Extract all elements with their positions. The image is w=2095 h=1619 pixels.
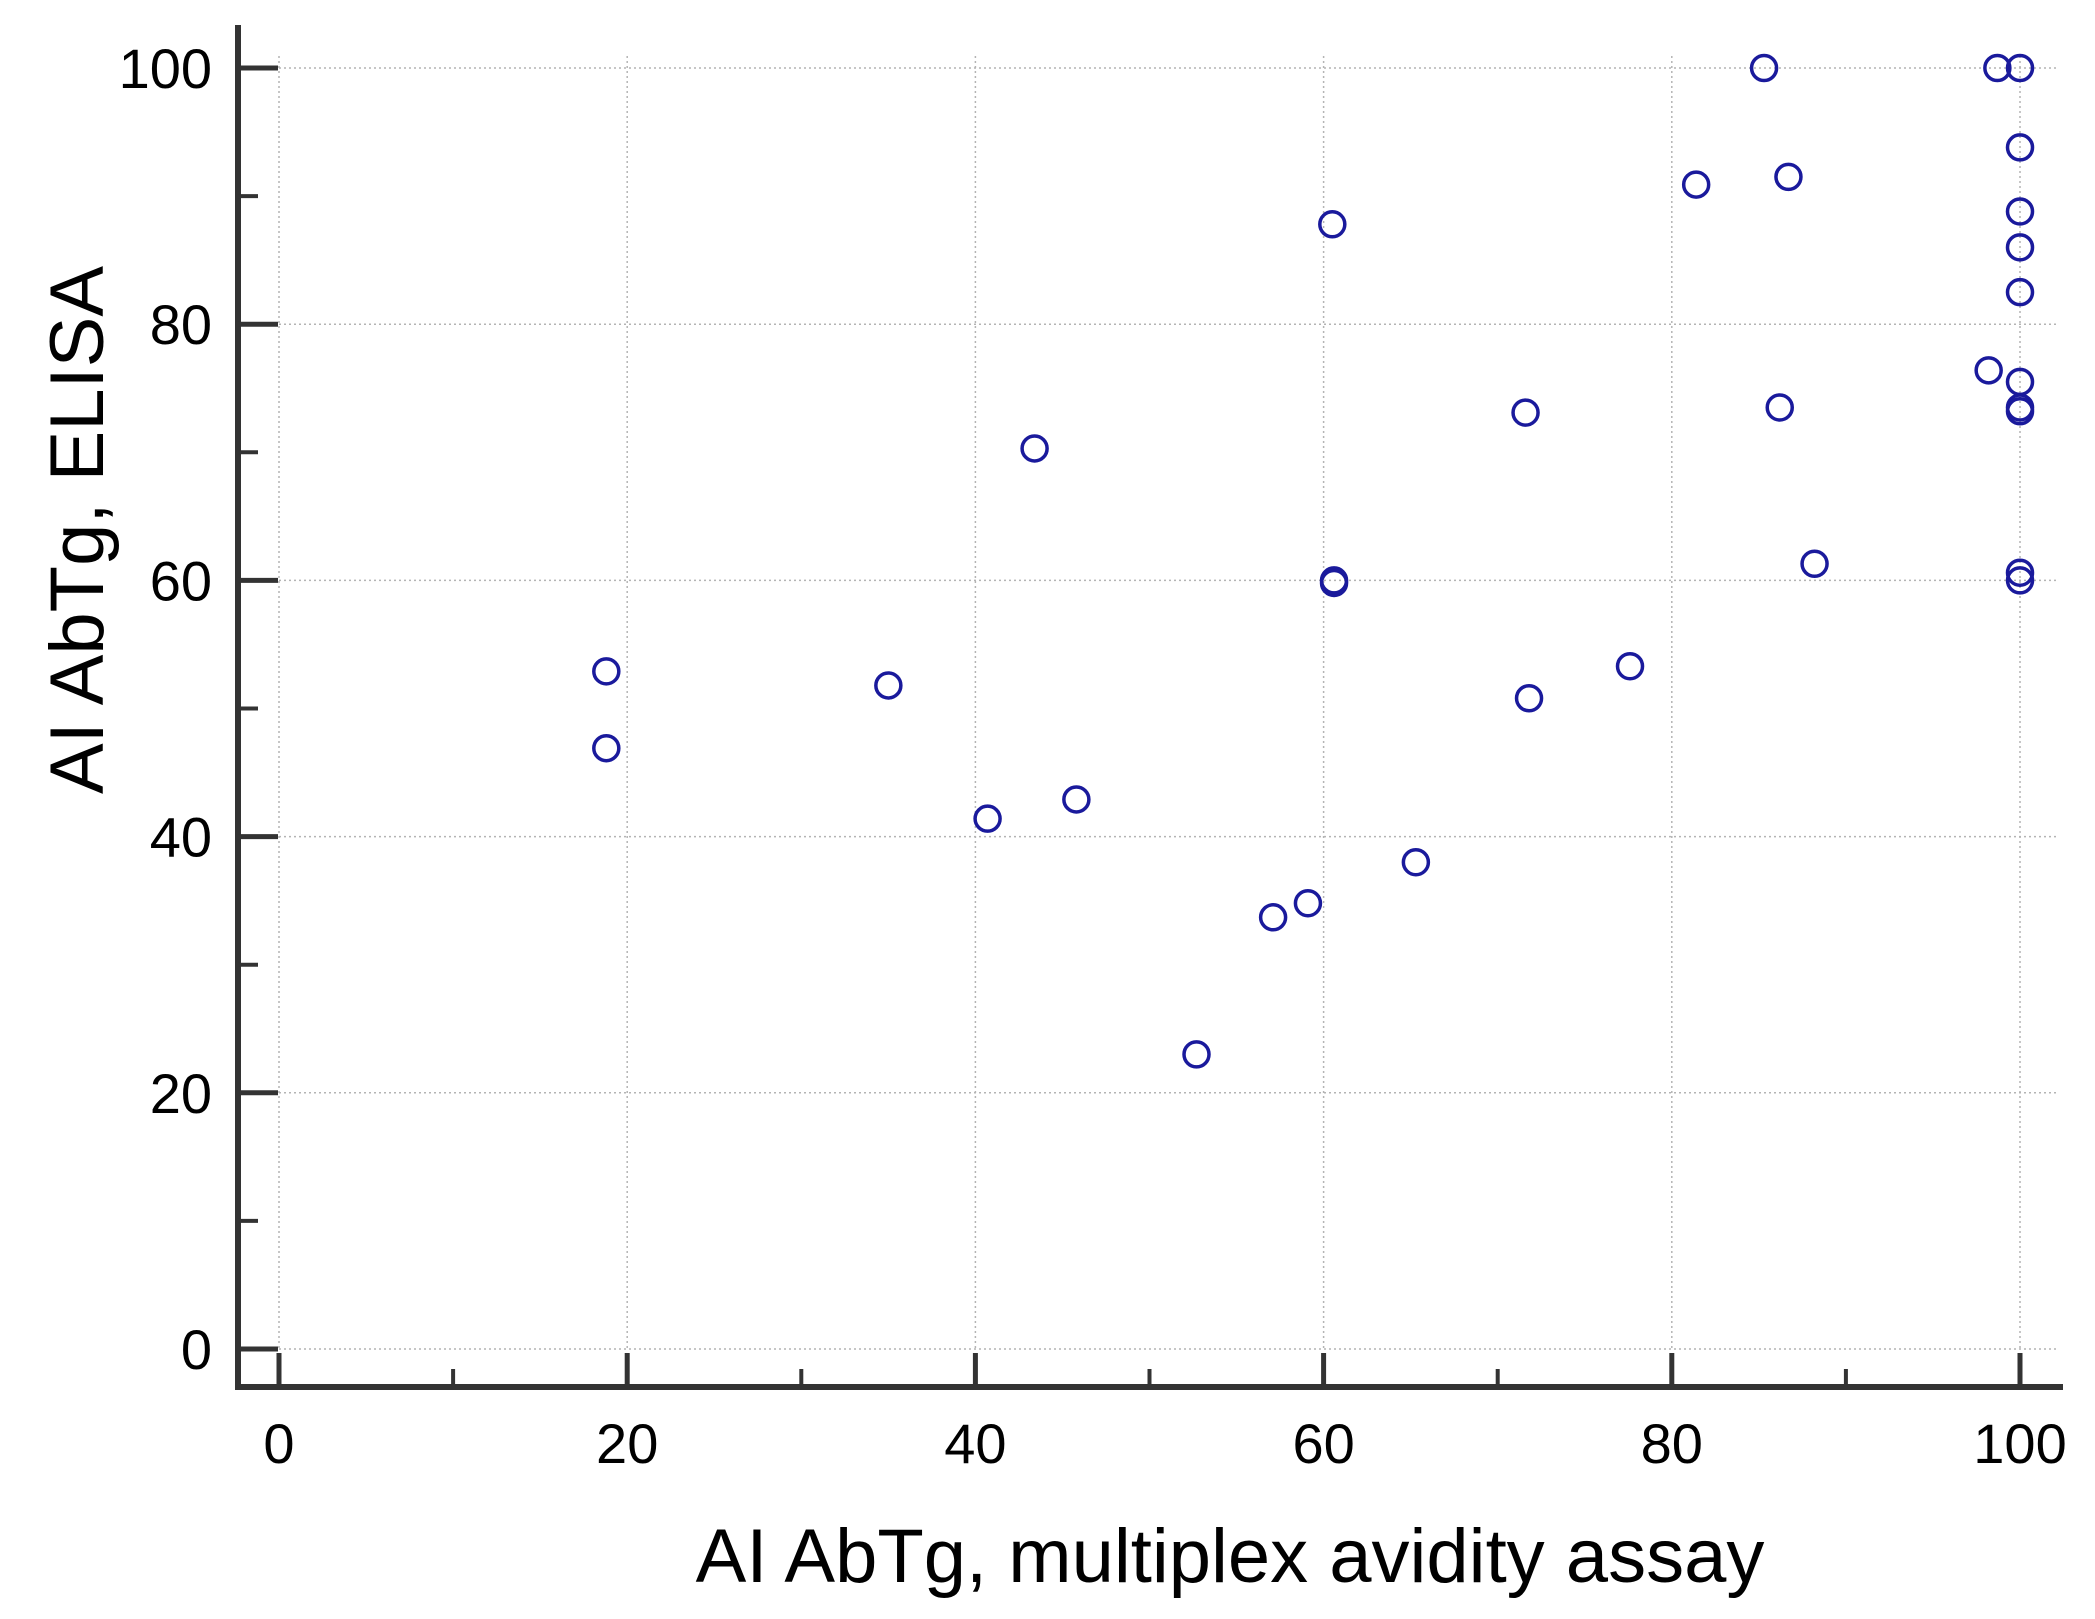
data-point-marker: [1514, 684, 1544, 713]
axes: [235, 25, 2063, 1390]
x-axis-title: AI AbTg, multiplex avidity assay: [696, 1514, 1765, 1599]
data-point-marker: [1020, 434, 1049, 463]
data-point-marker: [2005, 197, 2035, 226]
data-point-marker: [592, 657, 621, 686]
data-point-marker: [1319, 568, 1349, 598]
data-point-marker: [1182, 1040, 1211, 1069]
x-tick-label: 40: [944, 1412, 1006, 1475]
data-point-marker: [973, 804, 1002, 833]
gridlines: [278, 56, 2058, 1350]
data-point-marker: [2005, 277, 2035, 307]
data-point-marker: [2005, 397, 2035, 426]
y-tick-label: 40: [150, 806, 212, 869]
data-point-marker: [1258, 903, 1288, 932]
data-point-marker: [1749, 53, 1779, 83]
data-point-marker: [2005, 566, 2035, 595]
data-point-marker: [592, 733, 621, 763]
data-point-marker: [1983, 53, 2012, 83]
data-point-marker: [2005, 233, 2035, 262]
y-tick-label: 20: [150, 1062, 212, 1125]
data-point-marker: [1511, 398, 1540, 427]
y-tick-labels: 0 20 40 60 80 100: [119, 37, 212, 1381]
tick-marks: [238, 65, 2023, 1387]
x-tick-label: 20: [596, 1412, 658, 1475]
data-point-marker: [1774, 162, 1803, 192]
data-point-marker: [1062, 785, 1091, 814]
x-tick-label: 100: [1973, 1412, 2066, 1475]
data-point-marker: [874, 671, 903, 700]
data-point-marker: [2005, 53, 2035, 83]
data-point-marker: [2005, 133, 2035, 162]
y-axis-title: AI AbTg, ELISA: [35, 266, 120, 794]
y-tick-label: 60: [150, 549, 212, 612]
data-point-marker: [2005, 558, 2035, 587]
data-point-marker: [1293, 888, 1323, 918]
data-point-marker: [1800, 549, 1829, 578]
y-tick-label: 0: [181, 1318, 212, 1381]
x-tick-label: 80: [1641, 1412, 1703, 1475]
data-point-marker: [1401, 847, 1431, 877]
x-tick-label: 60: [1292, 1412, 1354, 1475]
x-tick-labels: 0 20 40 60 80 100: [263, 1412, 2066, 1475]
data-point-marker: [1681, 170, 1711, 199]
data-point-marker: [1615, 651, 1645, 681]
y-tick-label: 80: [150, 293, 212, 356]
data-points: [592, 53, 2035, 1069]
data-point-marker: [1974, 356, 2003, 385]
data-point-marker: [1765, 393, 1794, 422]
x-tick-label: 0: [263, 1412, 294, 1475]
y-tick-label: 100: [119, 37, 212, 100]
data-point-marker: [1318, 210, 1347, 239]
